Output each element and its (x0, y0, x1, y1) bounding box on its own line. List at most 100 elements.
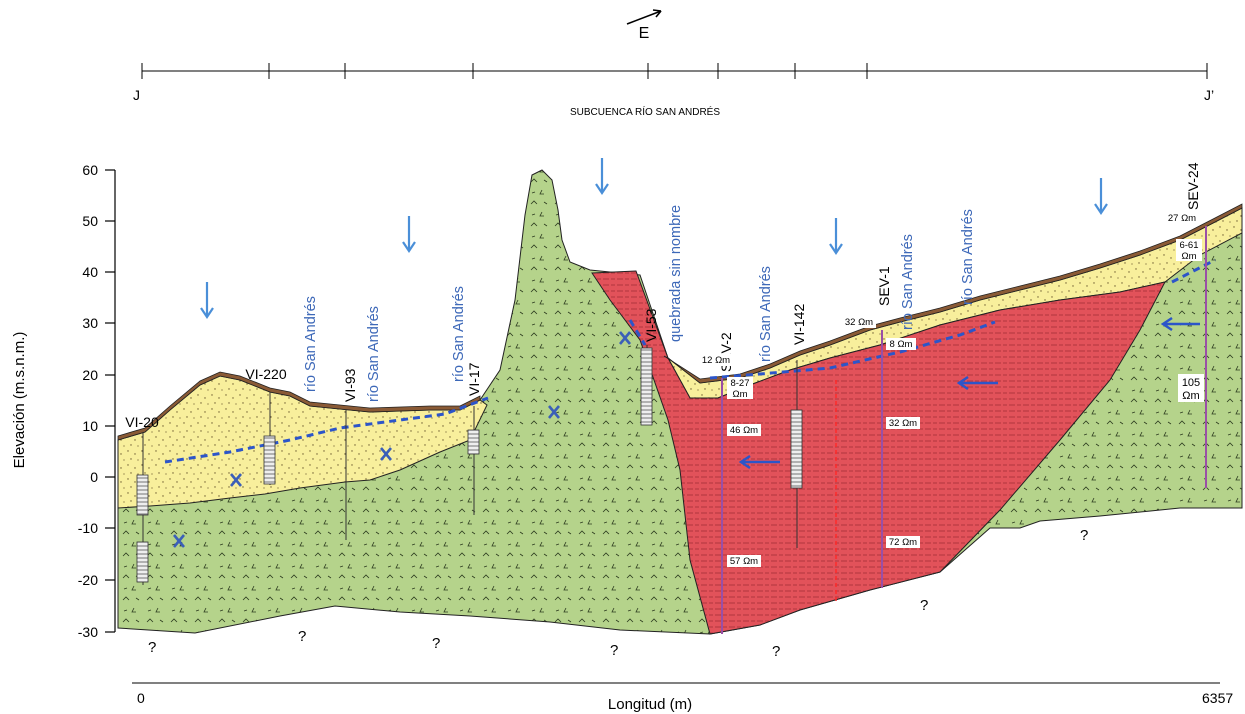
y-axis: 60 50 40 30 20 10 0 -10 -20 -30 Elevació… (11, 162, 116, 640)
arrow-left-icon (956, 375, 998, 391)
well: VI-220 (245, 366, 287, 485)
unknown-marker: ? (1080, 527, 1088, 544)
svg-text:32 Ωm: 32 Ωm (845, 317, 873, 328)
profile-start-label: J (133, 87, 140, 103)
well-label: VI-142 (791, 304, 807, 345)
resistivity-label: 6-61 Ωm (1176, 239, 1202, 262)
arrow-left-icon (1160, 316, 1200, 332)
river-label: río San Andrés (366, 306, 382, 402)
resistivity-label: 46 Ωm (727, 424, 761, 436)
well: SEV-1 (876, 266, 892, 588)
x-marker-icon (173, 534, 185, 548)
y-tick-label: 50 (82, 213, 98, 229)
unknown-marker: ? (610, 642, 618, 659)
river-labels: río San Andrés río San Andrés río San An… (303, 205, 976, 402)
river-label: río San Andrés (960, 209, 976, 305)
y-tick-label: -20 (78, 572, 98, 588)
svg-text:32 Ωm: 32 Ωm (889, 418, 917, 429)
well-label: VI-53 (643, 308, 659, 342)
river-label: río San Andrés (303, 296, 319, 392)
resistivity-label: 32 Ωm (842, 316, 876, 328)
river-label: río San Andrés (758, 266, 774, 362)
well: VI-53 (640, 308, 659, 426)
profile-line: J J’ SUBCUENCA RÍO SAN ANDRÉS (133, 63, 1214, 118)
direction-indicator: E (626, 9, 662, 42)
topsoil-layer (663, 203, 1243, 384)
unknown-marker: ? (920, 597, 928, 614)
well-label: VI-20 (125, 414, 159, 430)
svg-text:8-27: 8-27 (730, 378, 749, 389)
y-tick-label: 10 (82, 418, 98, 434)
resistivity-label: 72 Ωm (886, 536, 920, 548)
wells: VI-20 VI-220 VI-93 VI-17 VI-53 SEV-2 (125, 162, 1207, 634)
direction-arrow-icon (626, 10, 662, 25)
svg-text:Ωm: Ωm (1182, 390, 1199, 402)
unknown-markers: ? ? ? ? ? ? ? (148, 527, 1088, 660)
well-label: SEV-24 (1185, 162, 1201, 210)
x-axis-start-label: 0 (137, 690, 145, 706)
svg-text:6-61: 6-61 (1179, 240, 1198, 251)
well-label: VI-93 (342, 368, 358, 402)
y-tick-label: 20 (82, 367, 98, 383)
unknown-marker: ? (148, 639, 156, 656)
svg-text:105: 105 (1182, 377, 1200, 389)
y-tick-label: 0 (90, 469, 98, 485)
svg-text:72 Ωm: 72 Ωm (889, 537, 917, 548)
topsoil-layer (117, 371, 481, 441)
arrow-down-icon (829, 218, 843, 255)
well: VI-142 (790, 304, 807, 548)
y-tick-label: -30 (78, 624, 98, 640)
resistivity-label: 8 Ωm (886, 338, 916, 350)
well: VI-93 (342, 368, 358, 540)
river-label: quebrada sin nombre (668, 205, 684, 342)
svg-text:12 Ωm: 12 Ωm (702, 355, 730, 366)
x-axis-end-label: 6357 (1202, 690, 1233, 706)
x-axis: 0 6357 Longitud (m) (132, 682, 1233, 713)
svg-text:57 Ωm: 57 Ωm (730, 556, 758, 567)
unknown-marker: ? (298, 628, 306, 645)
resistivity-labels: 12 Ωm 8-27 Ωm 46 Ωm 57 Ωm 32 Ωm 8 Ωm 32 … (699, 212, 1204, 567)
river-label: río San Andrés (900, 234, 916, 330)
unknown-marker: ? (432, 635, 440, 652)
svg-text:8 Ωm: 8 Ωm (890, 339, 913, 350)
y-tick-label: 30 (82, 315, 98, 331)
well-label: VI-220 (245, 366, 286, 382)
resistivity-label: 57 Ωm (727, 555, 761, 567)
well-label: SEV-2 (718, 332, 734, 372)
y-tick-label: 40 (82, 264, 98, 280)
x-markers (173, 331, 631, 548)
profile-subtitle: SUBCUENCA RÍO SAN ANDRÉS (570, 105, 720, 118)
resistivity-label: 12 Ωm (699, 354, 733, 366)
arrow-left-icon (738, 454, 780, 470)
well: VI-20 (125, 414, 159, 585)
arrow-down-icon (200, 282, 214, 319)
svg-text:Ωm: Ωm (732, 389, 747, 400)
x-marker-icon (230, 473, 242, 487)
recharge-arrows (200, 158, 1108, 319)
unknown-marker: ? (772, 643, 780, 660)
well-label: VI-17 (466, 362, 482, 396)
well-label: SEV-1 (876, 266, 892, 306)
resistivity-label: 105 Ωm (1178, 374, 1204, 402)
arrow-down-icon (595, 158, 609, 195)
y-tick-label: -10 (78, 520, 98, 536)
profile-end-label: J’ (1204, 87, 1214, 103)
well: VI-17 (466, 362, 482, 515)
water-table (164, 258, 1216, 464)
resistivity-label: 32 Ωm (886, 417, 920, 429)
river-label: río San Andrés (451, 286, 467, 382)
svg-text:Ωm: Ωm (1181, 251, 1196, 262)
flow-arrows (738, 316, 1200, 470)
resistivity-label: 27 Ωm (1163, 212, 1201, 224)
geology-layers (117, 169, 1243, 635)
svg-text:46 Ωm: 46 Ωm (730, 425, 758, 436)
x-axis-label: Longitud (m) (608, 696, 692, 713)
x-marker-icon (619, 331, 631, 345)
water-table-line (1171, 258, 1216, 284)
well: SEV-24 (1185, 162, 1207, 488)
water-table-line (628, 319, 996, 380)
x-marker-icon (548, 405, 560, 419)
arrow-down-icon (1094, 178, 1108, 215)
direction-label: E (639, 25, 650, 42)
